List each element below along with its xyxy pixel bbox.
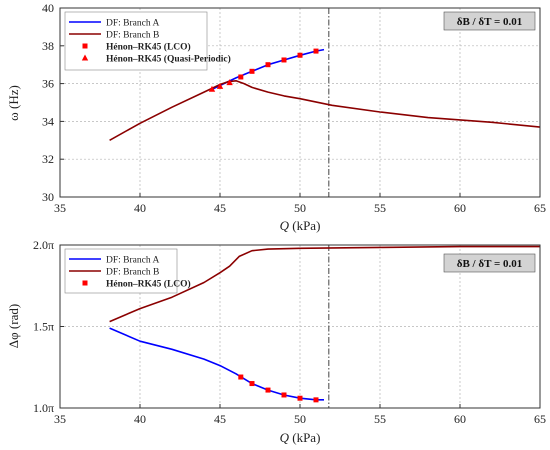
x-axis-label-symbol-2: Q [280, 430, 290, 445]
data-point-square [297, 395, 303, 401]
y-axis-label-phase: Δφ (rad) [6, 304, 21, 348]
series-line [109, 245, 540, 323]
data-point-triangle [226, 79, 233, 86]
data-point-triangle [216, 82, 224, 89]
ticks-phase: 35 40 45 50 55 60 65 1.0π 1.5π 2.0π [33, 238, 546, 426]
x-tick-label: 40 [134, 412, 146, 426]
x-tick-label: 60 [454, 201, 466, 215]
x-axis-label-phase: Q (kPa) [280, 430, 321, 445]
grid-phase [60, 245, 540, 408]
x-tick-label: 40 [134, 201, 146, 215]
grid-frequency [60, 8, 540, 197]
legend-triangle-swatch [81, 54, 89, 61]
ratio-text-phase: δB / δT = 0.01 [457, 258, 522, 270]
legend-label: Hénon–RK45 (LCO) [106, 279, 191, 290]
data-point-square [249, 68, 255, 74]
y-tick-label: 1.5π [33, 320, 54, 334]
x-axis-label-symbol: Q [280, 218, 290, 233]
legend-square-swatch [82, 280, 88, 286]
series-line [109, 327, 324, 401]
series-line [109, 80, 541, 141]
y-tick-label: 2.0π [33, 238, 54, 252]
x-tick-label: 35 [54, 412, 66, 426]
ratio-annotation-phase: δB / δT = 0.01 [443, 253, 536, 273]
x-tick-label: 65 [534, 201, 546, 215]
y-tick-label: 30 [42, 190, 54, 204]
y-tick-label: 1.0π [33, 401, 54, 415]
data-point-square [238, 374, 244, 380]
data-point-square [297, 52, 303, 58]
ratio-annotation-frequency: δB / δT = 0.01 [443, 11, 536, 31]
x-axis-label-frequency: Q (kPa) [280, 218, 321, 233]
x-tick-label: 35 [54, 201, 66, 215]
x-tick-label: 60 [454, 412, 466, 426]
legend-square-swatch [82, 43, 88, 49]
data-point-triangle [208, 85, 216, 92]
ratio-text-frequency: δB / δT = 0.01 [457, 16, 522, 28]
y-axis-label-frequency: ω (Hz) [6, 85, 21, 121]
x-tick-label: 50 [294, 201, 306, 215]
panel-frequency: 35 40 45 50 55 60 65 30 32 34 36 38 40 Q (kPa) ω (Hz… [6, 1, 546, 233]
data-point-square [313, 48, 319, 54]
data-point-square [238, 74, 244, 80]
ticks-frequency: 35 40 45 50 55 60 65 30 32 34 36 38 40 [42, 1, 546, 215]
x-axis-label-unit: (kPa) [292, 218, 320, 233]
legend-label: DF: Branch A [106, 19, 159, 29]
y-tick-label: 34 [42, 114, 54, 128]
data-point-square [281, 392, 287, 398]
series-group-frequency [109, 48, 541, 141]
legend-label: DF: Branch B [106, 268, 159, 278]
x-tick-label: 55 [374, 412, 386, 426]
y-tick-label: 32 [42, 152, 54, 166]
y-tick-label: 40 [42, 1, 54, 15]
data-point-square [313, 397, 319, 403]
legend-label: DF: Branch A [106, 256, 159, 266]
x-tick-label: 50 [294, 412, 306, 426]
y-tick-label: 36 [42, 77, 54, 91]
legend-label: DF: Branch B [106, 31, 159, 41]
legend-label: Hénon–RK45 (LCO) [106, 42, 191, 53]
y-tick-label: 38 [42, 39, 54, 53]
panel-phase: 35 40 45 50 55 60 65 1.0π 1.5π 2.0π Q (kPa) Δφ (r… [6, 238, 546, 445]
data-point-square [265, 62, 271, 68]
x-tick-label: 55 [374, 201, 386, 215]
data-point-square [249, 381, 255, 387]
x-tick-label: 65 [534, 412, 546, 426]
x-axis-label-unit-2: (kPa) [292, 430, 320, 445]
data-point-square [265, 387, 271, 393]
series-group-phase [109, 245, 540, 403]
x-tick-label: 45 [214, 412, 226, 426]
x-tick-label: 45 [214, 201, 226, 215]
data-point-square [281, 57, 287, 63]
legend-label: Hénon–RK45 (Quasi-Periodic) [106, 54, 231, 65]
